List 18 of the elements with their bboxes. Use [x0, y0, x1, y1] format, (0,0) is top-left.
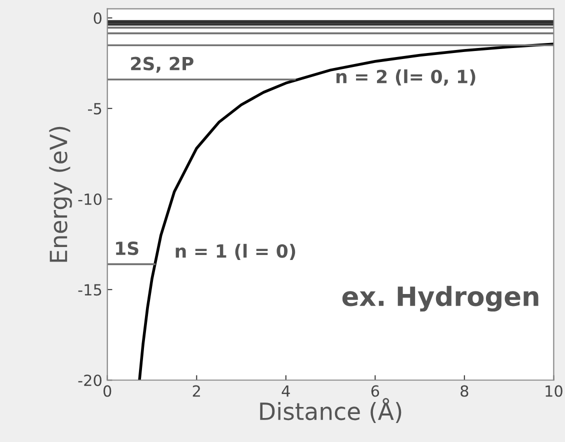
x-tick-label: 10 — [546, 385, 562, 397]
y-tick-label: -5 — [88, 103, 102, 114]
x-tick-label: 8 — [460, 385, 468, 397]
y-tick-label: -15 — [78, 284, 102, 296]
y-tick-label: -20 — [78, 374, 102, 386]
y-tick-label: -10 — [78, 193, 102, 206]
annotation: n = 2 (l= 0, 1) — [336, 69, 476, 86]
annotation: 1S — [116, 241, 138, 256]
x-tick-label: 2 — [192, 385, 200, 397]
annotation: ex. Hydrogen — [342, 286, 538, 312]
annotation: 2S, 2P — [131, 56, 194, 73]
x-axis-title: Distance (Å) — [260, 398, 402, 423]
x-tick-label: 6 — [371, 385, 380, 397]
x-tick-label: 0 — [103, 385, 112, 397]
annotation: n = 1 (l = 0) — [176, 244, 296, 260]
y-axis-title: Energy (eV) — [49, 126, 72, 262]
x-tick-label: 4 — [282, 385, 290, 397]
y-tick-label: 0 — [94, 12, 102, 24]
